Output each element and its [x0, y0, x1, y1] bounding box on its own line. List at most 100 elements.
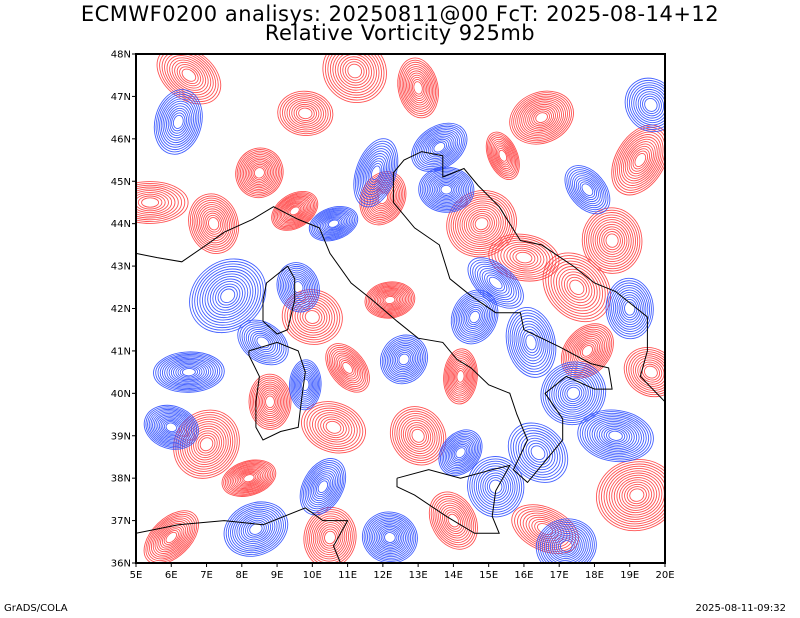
- negative-vorticity-contour: [289, 277, 307, 298]
- positive-vorticity-contour: [204, 212, 223, 235]
- positive-vorticity-contour: [303, 403, 364, 452]
- negative-vorticity-contour: [418, 166, 475, 213]
- negative-vorticity-contour: [424, 133, 455, 161]
- positive-vorticity-contour: [193, 430, 220, 459]
- positive-vorticity-contour: [292, 298, 333, 336]
- positive-vorticity-contour: [474, 217, 489, 231]
- negative-vorticity-contour: [372, 520, 408, 555]
- negative-vorticity-contour: [306, 466, 340, 508]
- negative-vorticity-contour: [553, 534, 579, 558]
- positive-vorticity-contour: [503, 243, 545, 272]
- positive-vorticity-contour: [506, 245, 542, 270]
- negative-vorticity-contour: [589, 417, 642, 454]
- positive-vorticity-contour: [136, 191, 169, 214]
- negative-vorticity-contour: [378, 527, 401, 548]
- positive-vorticity-contour: [389, 406, 447, 466]
- negative-vorticity-contour: [572, 173, 603, 207]
- positive-vorticity-contour: [623, 347, 665, 398]
- negative-vorticity-contour: [553, 374, 594, 413]
- positive-vorticity-contour: [563, 274, 590, 301]
- positive-vorticity-contour: [236, 149, 283, 197]
- positive-vorticity-contour: [322, 54, 387, 104]
- negative-vorticity-contour: [370, 519, 410, 556]
- positive-vorticity-contour: [344, 61, 365, 81]
- positive-vorticity-contour: [367, 283, 413, 317]
- positive-vorticity-contour: [206, 214, 222, 233]
- negative-vorticity-contour: [509, 312, 553, 373]
- positive-vorticity-contour: [490, 138, 515, 173]
- negative-vorticity-contour: [439, 431, 482, 475]
- positive-vorticity-contour: [616, 477, 658, 514]
- positive-vorticity-contour: [283, 201, 306, 221]
- negative-vorticity-contour: [157, 354, 221, 391]
- negative-vorticity-contour: [315, 210, 352, 237]
- positive-vorticity-contour: [573, 336, 602, 366]
- positive-vorticity-contour: [281, 94, 329, 133]
- negative-vorticity-contour: [446, 437, 475, 468]
- negative-vorticity-contour: [363, 513, 417, 562]
- positive-vorticity-contour: [253, 379, 287, 424]
- positive-vorticity-contour: [191, 197, 236, 250]
- lat-tick-label: 36N: [111, 559, 131, 570]
- positive-vorticity-contour: [147, 513, 196, 562]
- negative-vorticity-contour: [544, 365, 602, 421]
- positive-vorticity-contour: [608, 470, 665, 520]
- negative-vorticity-contour: [601, 425, 630, 446]
- negative-vorticity-contour: [301, 378, 310, 392]
- negative-vorticity-contour: [385, 339, 423, 380]
- negative-vorticity-contour: [566, 167, 609, 213]
- negative-vorticity-contour: [481, 270, 510, 296]
- negative-vorticity-contour: [475, 465, 516, 508]
- negative-vorticity-contour: [467, 257, 524, 309]
- negative-vorticity-contour: [482, 472, 509, 501]
- positive-vorticity-contour: [271, 190, 319, 231]
- positive-vorticity-contour: [285, 202, 305, 219]
- negative-vorticity-contour: [242, 517, 269, 541]
- coastline-path: [262, 265, 296, 335]
- negative-vorticity-contour: [247, 521, 265, 537]
- negative-vorticity-contour: [166, 359, 212, 386]
- negative-vorticity-contour: [637, 91, 665, 119]
- positive-vorticity-contour: [630, 353, 665, 391]
- positive-vorticity-contour: [452, 364, 469, 389]
- positive-vorticity-contour: [493, 142, 513, 170]
- coastline-path: [396, 464, 511, 534]
- positive-vorticity-contour: [531, 518, 559, 540]
- positive-vorticity-contour: [259, 387, 281, 417]
- positive-vorticity-contour: [229, 465, 268, 492]
- positive-vorticity-contour: [455, 198, 509, 249]
- negative-vorticity-contour: [386, 341, 422, 378]
- positive-vorticity-contour: [193, 199, 234, 248]
- positive-vorticity-contour: [410, 76, 426, 99]
- negative-vorticity-contour: [316, 478, 330, 496]
- positive-vorticity-contour: [197, 204, 231, 244]
- coastline-path: [262, 507, 349, 563]
- negative-vorticity-contour: [607, 280, 652, 337]
- negative-vorticity-contour: [153, 351, 225, 393]
- positive-vorticity-contour: [444, 350, 477, 403]
- positive-vorticity-contour: [617, 131, 664, 189]
- negative-vorticity-contour: [431, 140, 448, 155]
- positive-vorticity-contour: [403, 66, 434, 110]
- positive-vorticity-contour: [406, 70, 431, 106]
- positive-vorticity-contour: [332, 350, 364, 386]
- negative-vorticity-contour: [215, 283, 241, 309]
- negative-vorticity-contour: [422, 132, 457, 163]
- negative-vorticity-contour: [301, 460, 345, 514]
- negative-vorticity-contour: [484, 474, 507, 499]
- negative-vorticity-contour: [289, 359, 322, 411]
- negative-vorticity-contour: [507, 309, 555, 376]
- positive-vorticity-contour: [408, 74, 428, 102]
- positive-vorticity-contour: [309, 407, 358, 447]
- positive-vorticity-contour: [318, 524, 342, 551]
- negative-vorticity-contour: [450, 442, 471, 464]
- negative-vorticity-contour: [549, 369, 598, 417]
- negative-vorticity-contour: [539, 522, 593, 563]
- negative-vorticity-contour: [157, 93, 200, 151]
- positive-vorticity-contour: [621, 481, 653, 509]
- negative-vorticity-contour: [624, 77, 665, 133]
- negative-vorticity-contour: [438, 183, 454, 196]
- negative-vorticity-contour: [427, 137, 451, 158]
- negative-vorticity-contour: [452, 291, 497, 343]
- negative-vorticity-contour: [153, 89, 203, 155]
